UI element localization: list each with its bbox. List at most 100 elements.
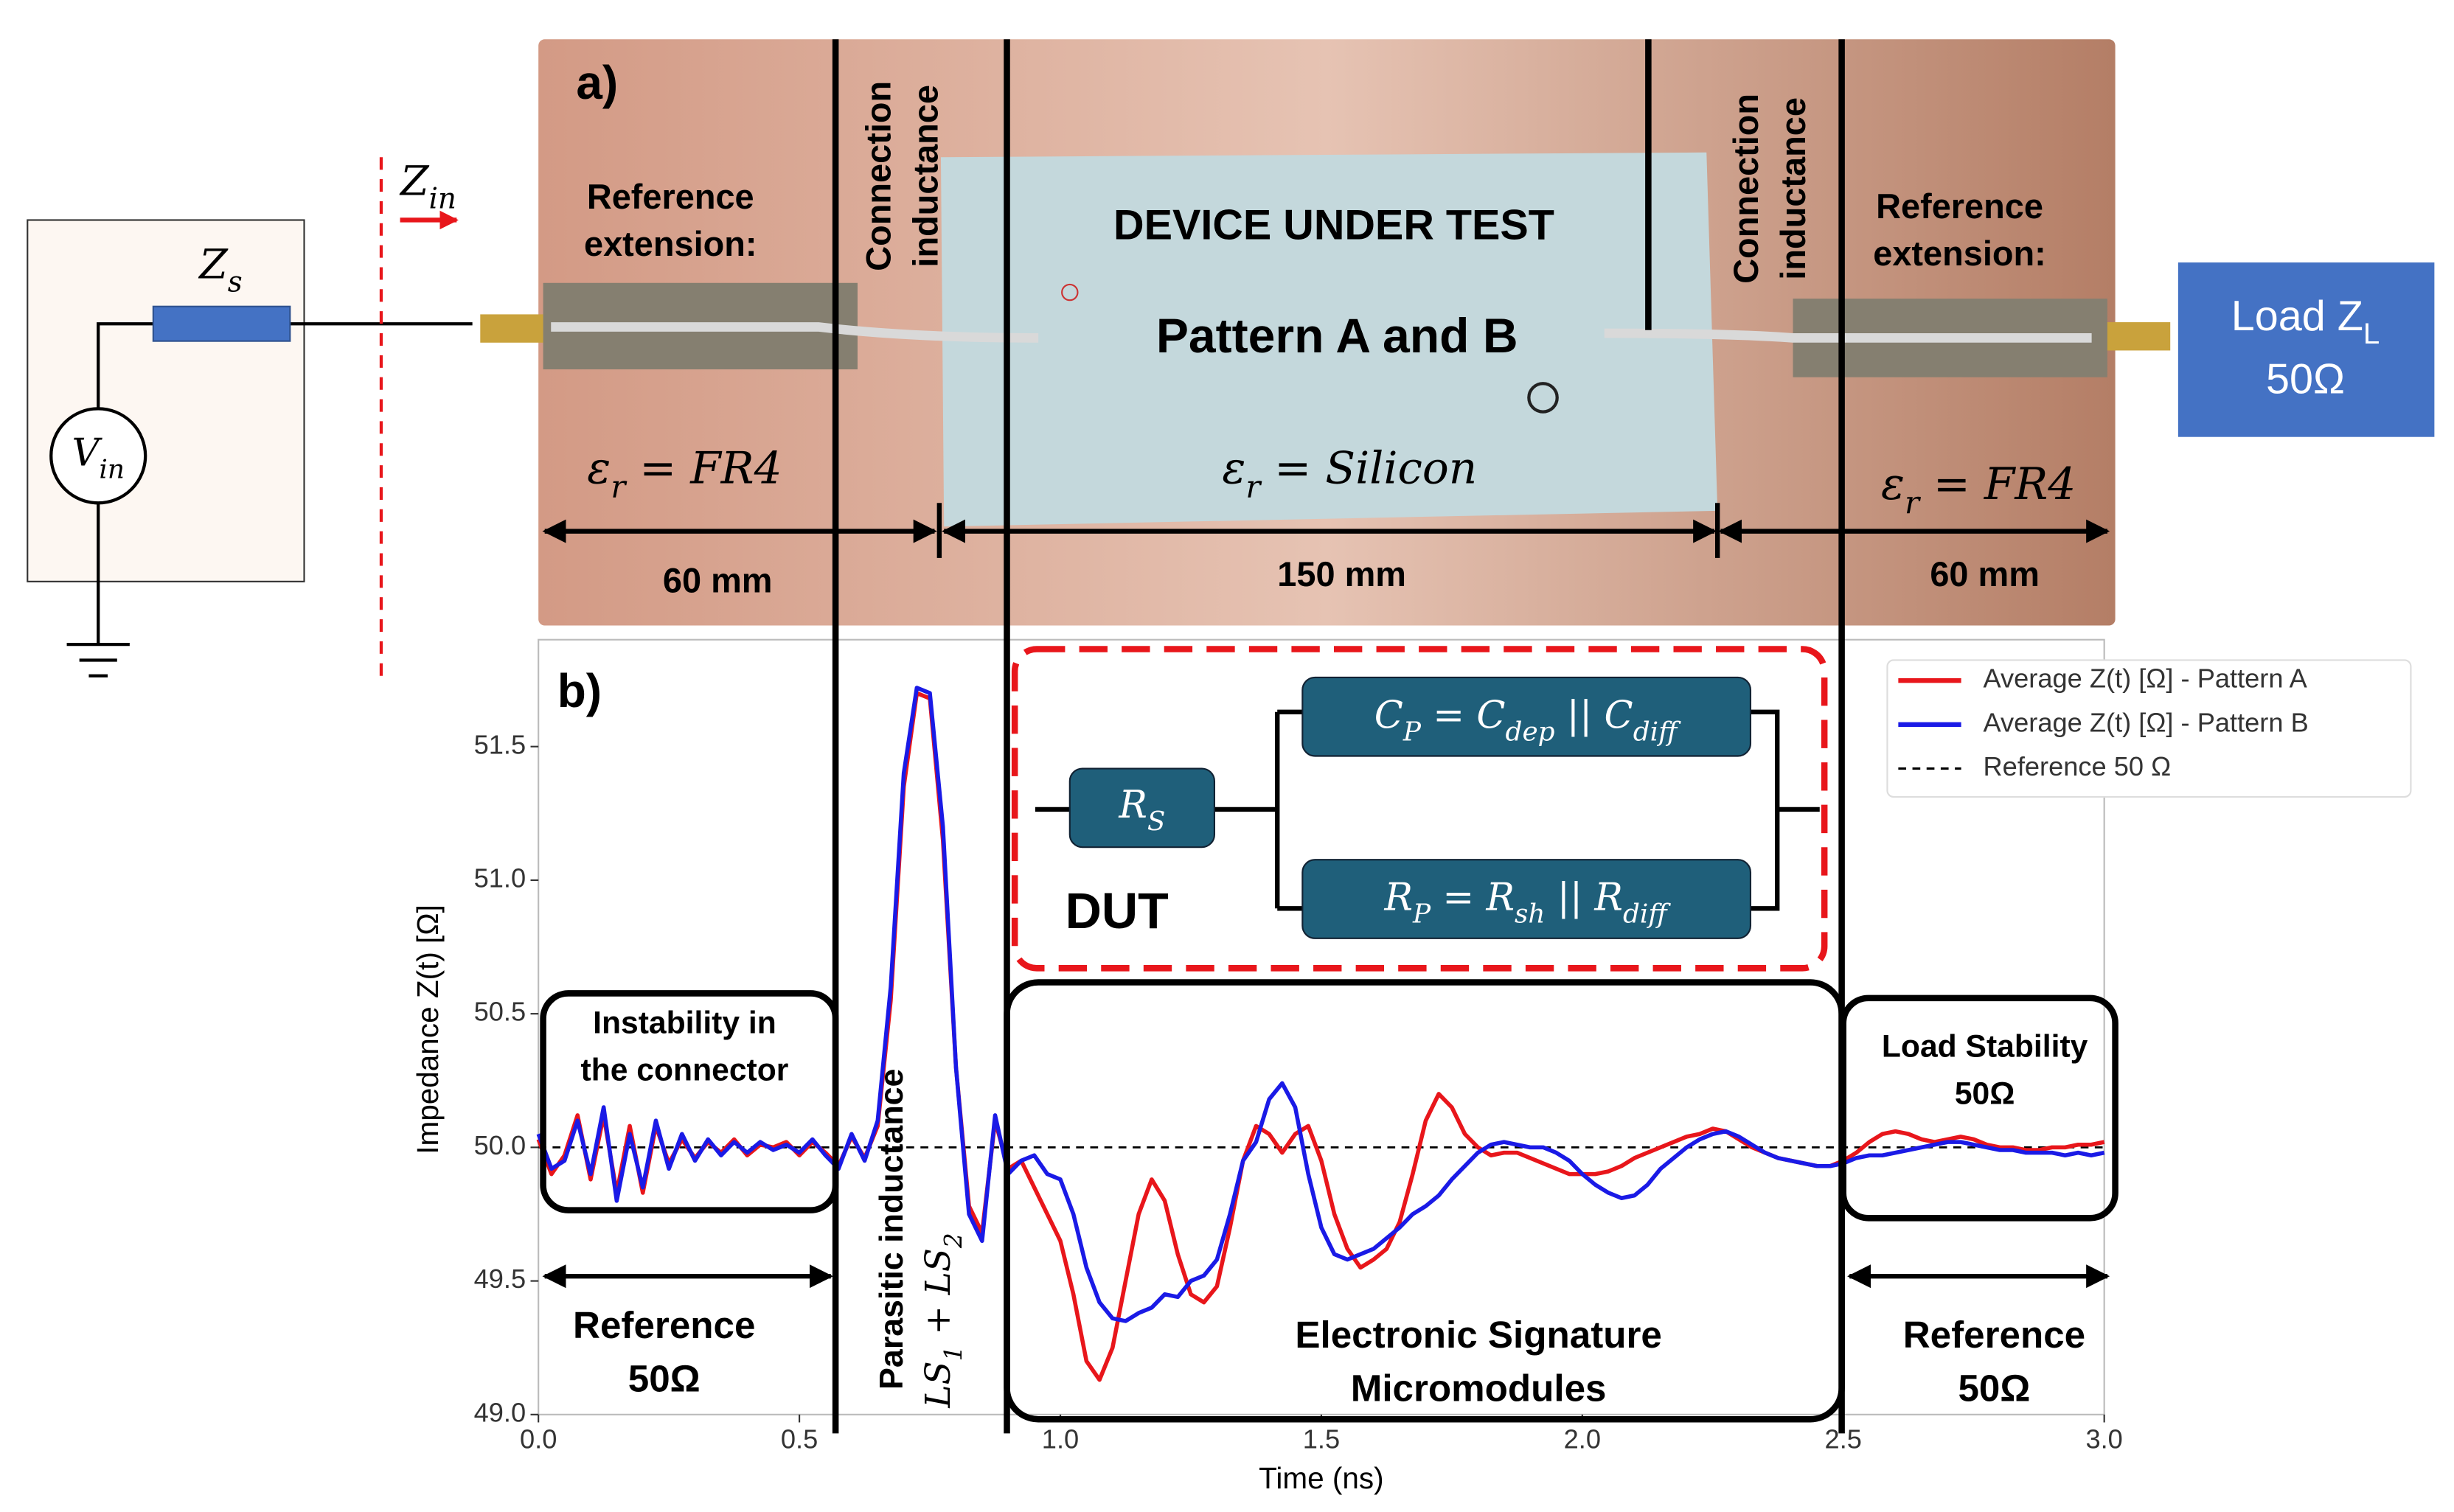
length-label: 60 mm [1930,555,2040,593]
rp-box [1301,859,1752,939]
marker [1061,283,1079,302]
parasitic-label: Parasitic inductance [873,1069,910,1390]
panel-label: a) [576,56,618,109]
math-label: εr = FR4 [587,443,782,504]
annotation: Load Stability [1882,1028,2088,1064]
annotation: Connection [859,81,897,271]
math-subscript: dep [1506,717,1555,747]
y-tick-label: 51.5 [474,729,526,759]
math-part: C [1374,694,1403,737]
silicon-die [940,152,1718,527]
math-part: R [1485,877,1515,920]
math-label: RP = Rsh || Rdiff [1383,877,1671,930]
math-subscript: in [99,454,125,484]
math-subscript: s [228,265,243,299]
math-part: = Silicon [1260,443,1477,494]
x-tick-label: 0.0 [520,1424,557,1454]
math-label: CP = Cdep || Cdiff [1374,694,1681,747]
load-box [2177,262,2435,437]
annotation: 50Ω [1955,1076,2015,1111]
annotation: inductance [1774,97,1812,280]
math-part: C [1476,694,1505,737]
math-subscript: in [428,182,456,215]
x-tick-label: 3.0 [2085,1424,2122,1454]
annotation: Reference [1903,1314,2085,1356]
y-tick-label: 51.0 [474,863,526,893]
math-part: = FR4 [625,443,782,494]
math-subscript: 2 [939,1233,967,1249]
math-part: Z [2337,293,2363,340]
math-part: || [1545,877,1594,920]
math-part: + [918,1295,959,1345]
annotation: Instability in [593,1005,776,1040]
annotation: extension: [1873,234,2046,273]
y-axis-title: Impedance Z(t) [Ω] [411,905,445,1154]
math-subscript: diff [1633,717,1681,747]
math-label: εr = Silicon [1222,443,1477,504]
math-label: LS1 + LS2 [918,1233,967,1408]
annotation: extension: [584,225,757,263]
x-tick-label: 1.5 [1303,1424,1340,1454]
pattern-label: Pattern A and B [1156,309,1518,363]
load-label: Load ZL [2231,293,2380,350]
dut-label: DUT [1066,883,1169,939]
math-part: ε [1222,443,1245,494]
circuit-box [27,219,305,582]
math-part: R [1383,877,1413,920]
annotation: Micromodules [1351,1367,1607,1409]
math-part: || [1555,694,1605,737]
math-label: Vin [72,431,124,484]
math-part: = [1421,694,1476,737]
divider-lines [832,39,1845,1434]
annotation: Reference [1876,187,2043,226]
cp-box [1301,676,1752,757]
length-label: 60 mm [663,561,773,599]
math-part: ε [587,443,611,494]
rs-box [1068,767,1216,849]
math-label: Zin [399,158,456,215]
y-tick-label: 50.0 [474,1130,526,1160]
math-subscript: r [611,469,628,505]
math-subscript: diff [1623,899,1671,929]
annotation: Reference [587,178,754,216]
math-subscript: r [1245,469,1262,505]
load-value: 50Ω [2266,355,2345,403]
length-label: 150 mm [1277,555,1406,593]
dut-wires [1035,709,1820,911]
dimension-arrows [542,519,2110,1289]
annotation: 50Ω [628,1358,701,1400]
math-subscript: P [1402,717,1422,747]
legend-label: Reference 50 Ω [1984,751,2172,781]
dimension-ticks [936,503,1720,558]
math-part: ε [1881,459,1905,509]
math-part: = [1431,877,1486,920]
x-tick-label: 1.0 [1042,1424,1079,1454]
source-impedance [152,305,291,342]
math-subscript: r [1905,484,1922,520]
math-part: V [72,431,102,475]
math-part: Z [198,241,229,288]
x-tick-label: 2.0 [1564,1424,1601,1454]
annotation: 50Ω [1958,1367,2030,1409]
annotation: Reference [573,1304,755,1346]
source [49,407,147,505]
math-subscript: sh [1515,899,1545,929]
math-part: LS [918,1248,959,1295]
y-tick-label: 49.0 [474,1397,526,1427]
math-part: R [1593,877,1623,920]
legend [1886,659,2412,798]
math-part: Load [2231,293,2337,340]
math-label: εr = FR4 [1881,459,2076,520]
annotation: Connection [1727,94,1765,284]
legend-label: Average Z(t) [Ω] - Pattern A [1984,663,2308,694]
y-tick-label: 50.5 [474,997,526,1027]
math-part: R [1118,784,1147,827]
math-label: RS [1118,784,1165,836]
dut-title: DEVICE UNDER TEST [1113,201,1554,248]
math-subscript: P [1412,899,1431,929]
math-label: Zs [198,241,242,299]
math-subscript: S [1147,806,1166,836]
legend-label: Average Z(t) [Ω] - Pattern B [1984,707,2309,737]
